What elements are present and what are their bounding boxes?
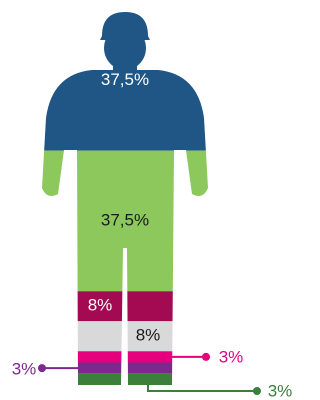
- chart: 37,5% 37,5% 8% 8% 3% 3% 3%: [0, 0, 293, 400]
- value-label: 37,5%: [101, 70, 149, 89]
- leader-dot: [253, 387, 261, 395]
- leader-dot: [38, 364, 46, 372]
- value-label: 37,5%: [101, 210, 149, 229]
- value-label: 8%: [136, 326, 161, 345]
- value-label: 3%: [268, 381, 293, 400]
- segment: [0, 374, 293, 385]
- leader-dot: [202, 353, 210, 361]
- value-label: 3%: [219, 347, 244, 366]
- segment: [0, 351, 293, 362]
- segment: [0, 291, 293, 321]
- value-label: 3%: [12, 360, 37, 379]
- value-label: 8%: [88, 296, 113, 315]
